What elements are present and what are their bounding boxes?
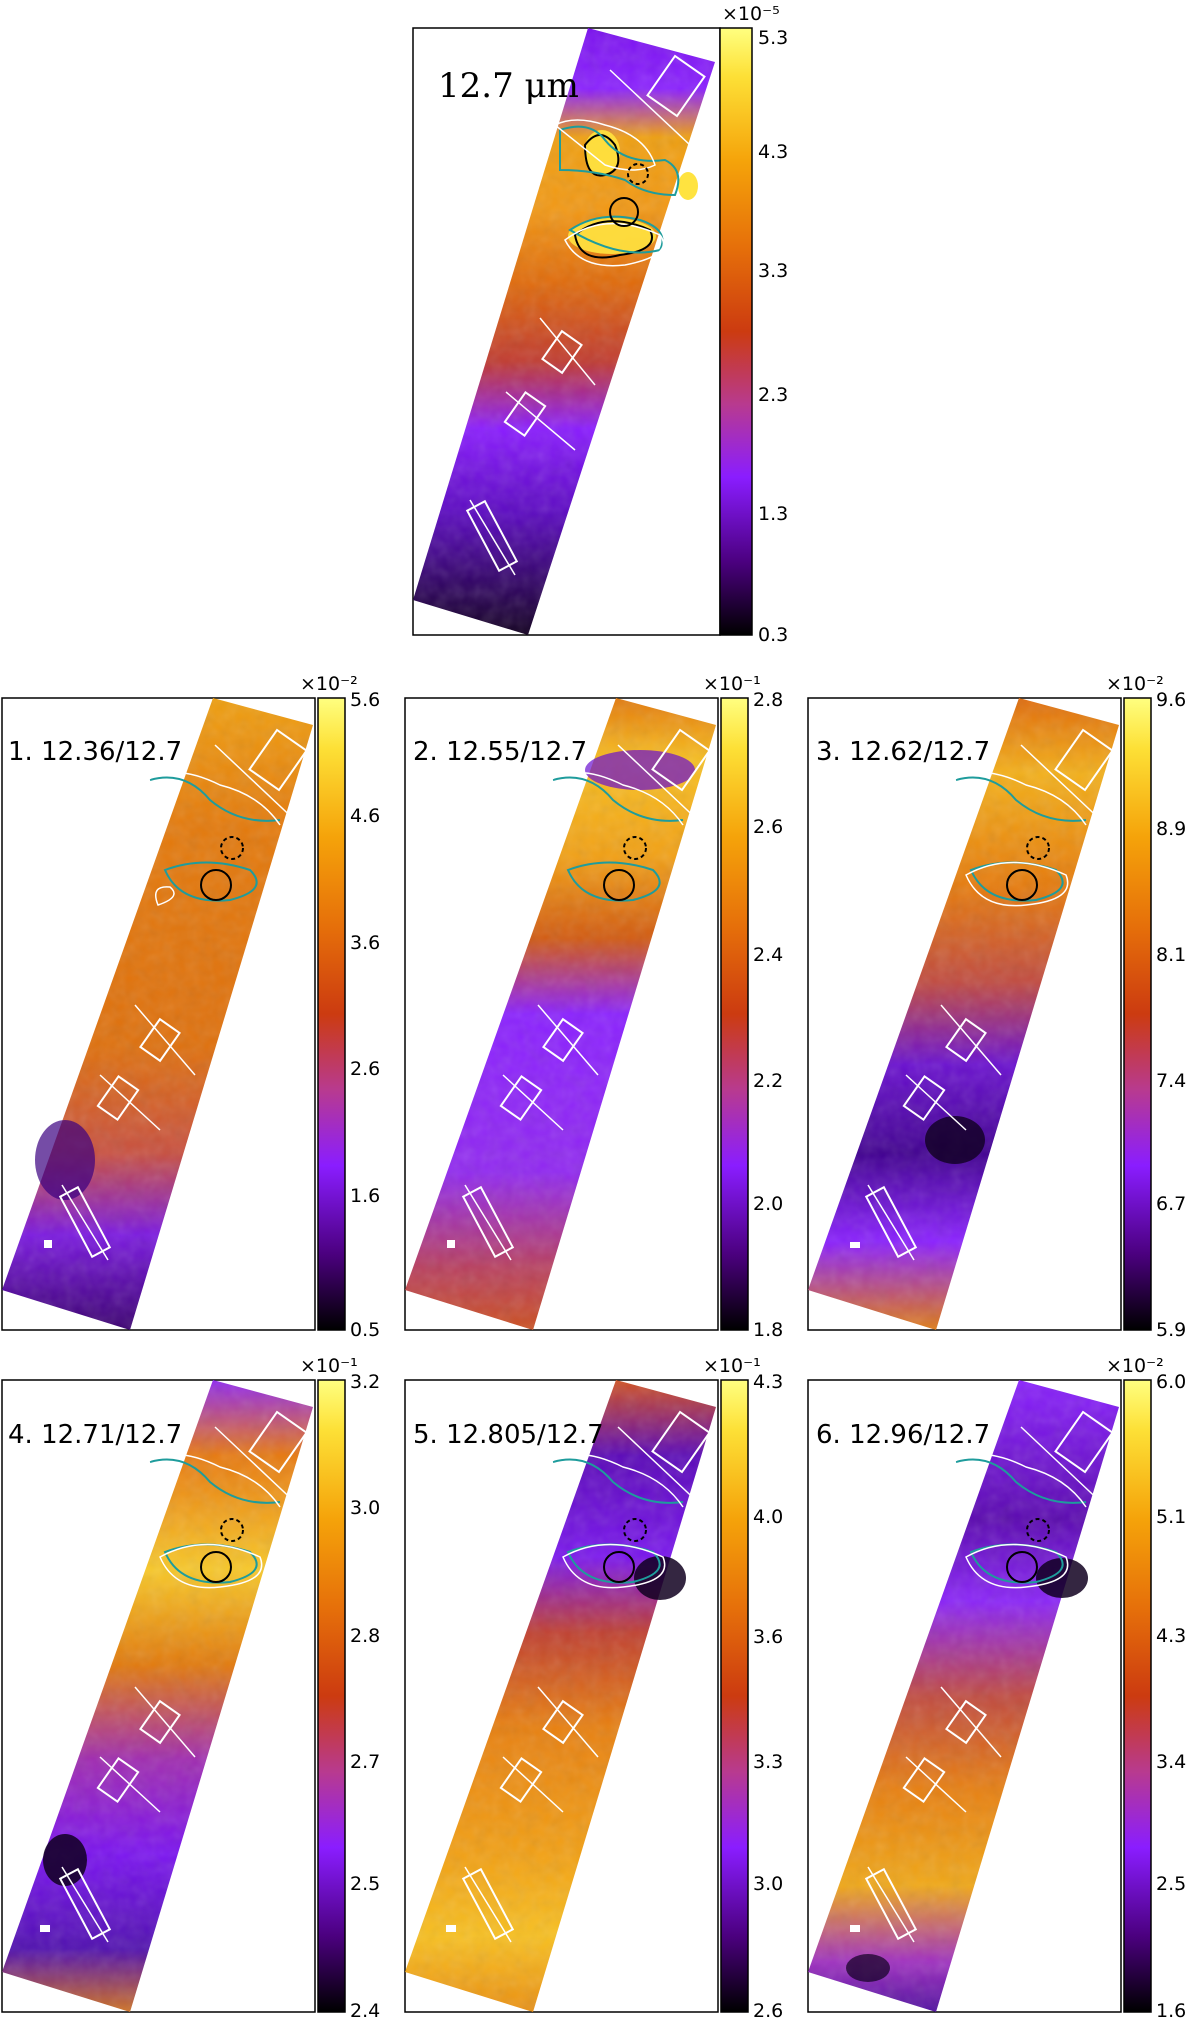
- colorbar-tick: 2.8: [350, 1625, 380, 1647]
- colorbar-tick: 3.3: [753, 1751, 783, 1773]
- colorbar-tick: 4.0: [753, 1506, 783, 1528]
- panel-title: 5. 12.805/12.7: [413, 1420, 604, 1450]
- colorbar-tick: 4.3: [753, 1371, 783, 1393]
- colorbar-ticks: 5.3 4.3 3.3 2.3 1.3 0.3: [758, 27, 788, 646]
- colorbar: [317, 697, 346, 1331]
- colorbar: [720, 1379, 749, 2013]
- colorbar-tick: 1.8: [753, 1319, 783, 1341]
- colorbar-ticks: 4.3 4.0 3.6 3.3 3.0 2.6: [753, 1371, 783, 2022]
- colorbar-tick: 2.5: [1156, 1873, 1186, 1895]
- colorbar-tick: 1.3: [758, 503, 788, 525]
- colorbar-tick: 2.6: [753, 816, 783, 838]
- colorbar-tick: 2.6: [350, 1058, 380, 1080]
- colorbar-tick: 2.2: [753, 1070, 783, 1092]
- colorbar-tick: 2.4: [350, 2000, 380, 2022]
- colorbar: [1123, 697, 1152, 1331]
- panel-ratio-1: 1. 12.36/12.7 ×10⁻² 5.6 4.6 3.6 2.6 1.6 …: [1, 673, 380, 1341]
- colorbar-tick: 3.4: [1156, 1751, 1186, 1773]
- colorbar-tick: 5.3: [758, 27, 788, 49]
- colorbar-tick: 2.3: [758, 384, 788, 406]
- colorbar-tick: 4.3: [758, 141, 788, 163]
- colorbar-tick: 3.6: [753, 1626, 783, 1648]
- panel-title: 12.7 μm: [438, 66, 579, 106]
- panel-title: 4. 12.71/12.7: [8, 1420, 182, 1450]
- colorbar-exponent: ×10⁻¹: [703, 1355, 761, 1377]
- colorbar-tick: 7.4: [1156, 1070, 1186, 1092]
- colorbar-ticks: 9.6 8.9 8.1 7.4 6.7 5.9: [1156, 689, 1186, 1341]
- colorbar-tick: 6.7: [1156, 1193, 1186, 1215]
- colorbar-tick: 3.6: [350, 932, 380, 954]
- colorbar-tick: 2.6: [753, 2000, 783, 2022]
- colorbar-exponent: ×10⁻²: [1106, 1355, 1164, 1377]
- colorbar-exponent: ×10⁻⁵: [722, 3, 780, 25]
- colorbar-tick: 4.3: [1156, 1625, 1186, 1647]
- colorbar: [317, 1379, 346, 2013]
- colorbar-tick: 3.2: [350, 1371, 380, 1393]
- panel-ratio-3: 3. 12.62/12.7 ×10⁻² 9.6 8.9 8.1 7.4 6.7 …: [807, 673, 1186, 1341]
- colorbar-tick: 3.3: [758, 260, 788, 282]
- panel-12-7-um: 12.7 μm ×10⁻⁵ 5.3 4.3 3.3 2.3 1.3 0.3: [412, 3, 788, 646]
- panel-ratio-2: 2. 12.55/12.7 ×10⁻¹ 2.8 2.6 2.4 2.2 2.0 …: [404, 673, 783, 1341]
- panel-ratio-5: 5. 12.805/12.7 ×10⁻¹ 4.3 4.0 3.6 3.3 3.0…: [404, 1355, 783, 2022]
- colorbar-ticks: 6.0 5.1 4.3 3.4 2.5 1.6: [1156, 1371, 1186, 2022]
- colorbar-tick: 2.4: [753, 944, 783, 966]
- colorbar-exponent: ×10⁻¹: [300, 1355, 358, 1377]
- panel-title: 2. 12.55/12.7: [413, 737, 587, 767]
- colorbar-tick: 4.6: [350, 805, 380, 827]
- colorbar-tick: 2.7: [350, 1751, 380, 1773]
- panel-ratio-6: 6. 12.96/12.7 ×10⁻² 6.0 5.1 4.3 3.4 2.5 …: [807, 1355, 1186, 2022]
- panel-title: 6. 12.96/12.7: [816, 1420, 990, 1450]
- colorbar-ticks: 5.6 4.6 3.6 2.6 1.6 0.5: [350, 689, 380, 1341]
- colorbar-exponent: ×10⁻¹: [703, 673, 761, 695]
- colorbar: [720, 697, 749, 1331]
- colorbar-tick: 2.5: [350, 1873, 380, 1895]
- colorbar-tick: 0.5: [350, 1319, 380, 1341]
- colorbar-exponent: ×10⁻²: [1106, 673, 1164, 695]
- colorbar-tick: 5.9: [1156, 1319, 1186, 1341]
- colorbar-tick: 8.1: [1156, 944, 1186, 966]
- colorbar: [1123, 1379, 1152, 2013]
- colorbar-exponent: ×10⁻²: [300, 673, 358, 695]
- colorbar-tick: 6.0: [1156, 1371, 1186, 1393]
- colorbar-tick: 1.6: [350, 1185, 380, 1207]
- panel-title: 1. 12.36/12.7: [8, 737, 182, 767]
- panel-title: 3. 12.62/12.7: [816, 737, 990, 767]
- colorbar-ticks: 2.8 2.6 2.4 2.2 2.0 1.8: [753, 689, 783, 1341]
- colorbar-tick: 8.9: [1156, 818, 1186, 840]
- colorbar-tick: 2.0: [753, 1193, 783, 1215]
- colorbar-tick: 2.8: [753, 689, 783, 711]
- colorbar-tick: 5.6: [350, 689, 380, 711]
- colorbar-tick: 1.6: [1156, 2000, 1186, 2022]
- colorbar: [719, 27, 753, 636]
- colorbar-tick: 3.0: [350, 1497, 380, 1519]
- colorbar-tick: 5.1: [1156, 1506, 1186, 1528]
- panel-ratio-4: 4. 12.71/12.7 ×10⁻¹ 3.2 3.0 2.8 2.7 2.5 …: [1, 1355, 380, 2022]
- colorbar-tick: 0.3: [758, 624, 788, 646]
- colorbar-tick: 3.0: [753, 1873, 783, 1895]
- colorbar-ticks: 3.2 3.0 2.8 2.7 2.5 2.4: [350, 1371, 380, 2022]
- colorbar-tick: 9.6: [1156, 689, 1186, 711]
